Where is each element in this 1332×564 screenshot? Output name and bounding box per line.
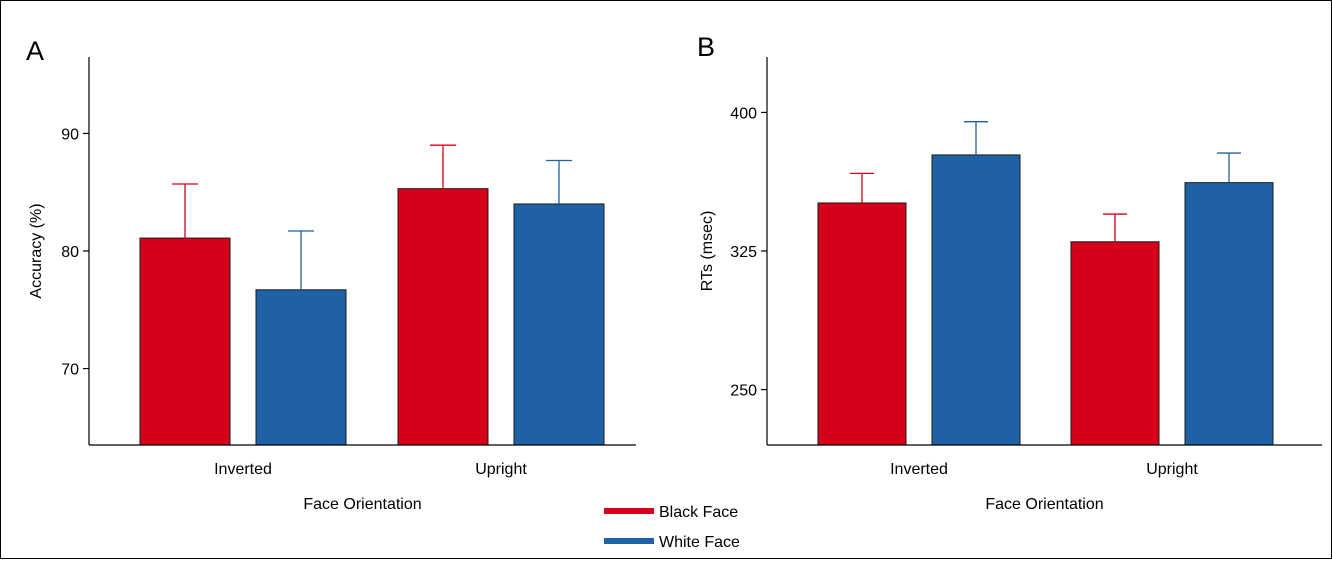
x-tick-label: Inverted (214, 461, 272, 478)
y-tick-label: 80 (61, 244, 79, 261)
x-tick-label: Upright (475, 461, 527, 478)
x-tick-label: Inverted (890, 461, 948, 478)
y-tick-label: 250 (730, 383, 757, 400)
bar (931, 154, 1021, 446)
x-tick-label: Upright (1146, 461, 1198, 478)
y-tick-label: 90 (61, 126, 79, 143)
bar (139, 237, 231, 446)
y-tick-label: 325 (730, 244, 757, 261)
y-tick-label: 400 (730, 105, 757, 122)
legend-swatch (604, 508, 654, 514)
legend-swatch (604, 538, 654, 544)
panel-label: B (697, 32, 715, 62)
bar (1070, 241, 1160, 446)
y-axis-title: RTs (msec) (699, 211, 716, 292)
panel-b: B 250 325 400 Inverted Upright Face Orientatio… (697, 32, 1322, 513)
bar (1184, 182, 1274, 446)
x-axis-title: Face Orientation (985, 496, 1103, 513)
y-axis-title: Accuracy (%) (28, 203, 45, 298)
legend-label: White Face (659, 534, 740, 551)
bar (255, 289, 347, 446)
bar (397, 188, 489, 446)
y-tick-label: 70 (61, 362, 79, 379)
bar (513, 203, 605, 446)
x-axis-title: Face Orientation (303, 496, 421, 513)
bar (817, 202, 907, 446)
panel-label: A (26, 36, 44, 66)
legend-label: Black Face (659, 504, 738, 521)
panel-a: A 70 80 90 Inverted Upright Face Orientation Ac… (26, 36, 636, 513)
legend: Black Face White Face (604, 504, 740, 551)
